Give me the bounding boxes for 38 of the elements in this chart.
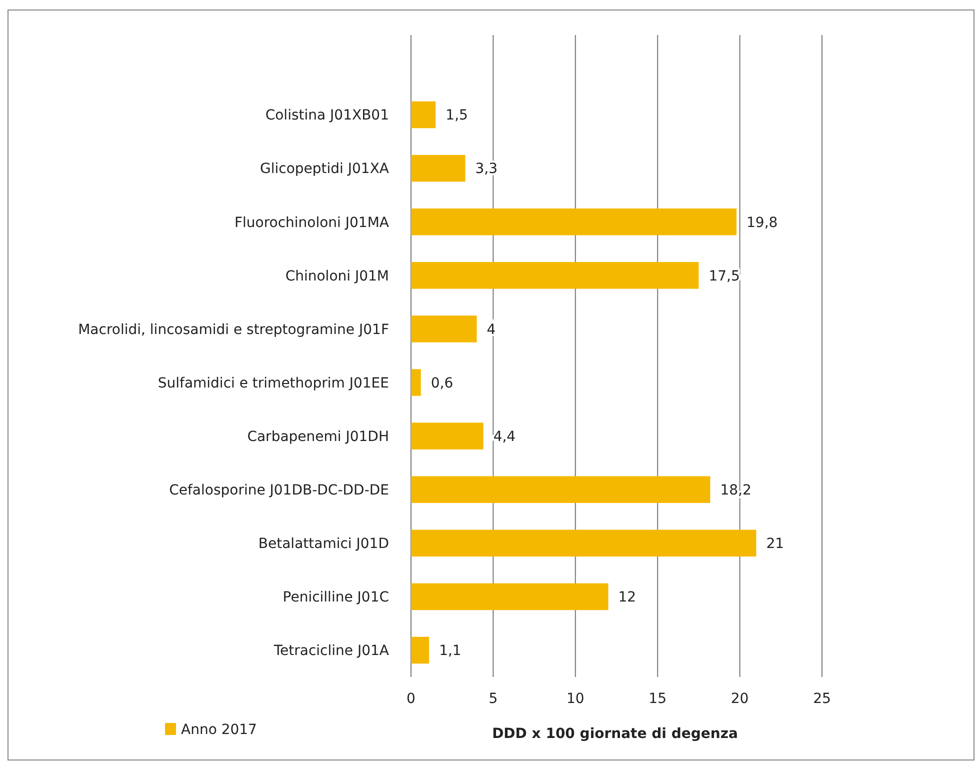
x-tick-label: 0 bbox=[406, 691, 416, 707]
y-tick-label: Colistina J01XB01 bbox=[265, 108, 389, 124]
bar bbox=[411, 369, 421, 396]
x-tick-label: 25 bbox=[813, 691, 831, 707]
y-tick-label: Tetracicline J01A bbox=[272, 643, 390, 660]
y-tick-label: Chinoloni J01M bbox=[285, 268, 389, 284]
bar bbox=[411, 530, 756, 557]
bar bbox=[411, 476, 710, 503]
legend-label: Anno 2017 bbox=[181, 722, 257, 738]
x-tick-label: 10 bbox=[566, 691, 584, 707]
y-tick-label: Carbapenemi J01DH bbox=[247, 428, 389, 445]
y-tick-label: Cefalosporine J01DB-DC-DD-DE bbox=[169, 482, 389, 498]
bar bbox=[411, 208, 737, 236]
y-tick-label: Sulfamidici e trimethoprim J01EE bbox=[158, 375, 389, 392]
x-axis-title: DDD x 100 giornate di degenza bbox=[492, 726, 738, 742]
y-tick-label: Fluorochinoloni J01MA bbox=[234, 214, 390, 231]
data-label: 1,1 bbox=[439, 643, 462, 660]
bar bbox=[411, 422, 484, 450]
x-tick-label: 15 bbox=[648, 691, 667, 707]
y-tick-label: Glicopeptidi J01XA bbox=[260, 161, 390, 178]
y-tick-label: Penicilline J01C bbox=[282, 590, 390, 606]
x-tick-label: 20 bbox=[730, 691, 749, 707]
data-label: 1,5 bbox=[446, 108, 468, 124]
bar bbox=[411, 154, 466, 182]
data-label: 17,5 bbox=[708, 268, 740, 284]
bar bbox=[411, 583, 608, 610]
bar bbox=[411, 262, 699, 289]
bar bbox=[411, 101, 436, 128]
data-label: 4,4 bbox=[493, 428, 516, 445]
data-label: 19,8 bbox=[746, 214, 778, 231]
x-tick-label: 5 bbox=[488, 691, 498, 707]
y-tick-label: Betalattamici J01D bbox=[258, 536, 389, 552]
data-label: 21 bbox=[766, 536, 784, 552]
y-tick-label: Macrolidi, lincosamidi e streptogramine J01F bbox=[78, 322, 389, 338]
data-label: 12 bbox=[618, 590, 636, 606]
bar bbox=[411, 316, 477, 342]
data-label: 0,6 bbox=[430, 375, 454, 392]
bar bbox=[411, 636, 430, 664]
